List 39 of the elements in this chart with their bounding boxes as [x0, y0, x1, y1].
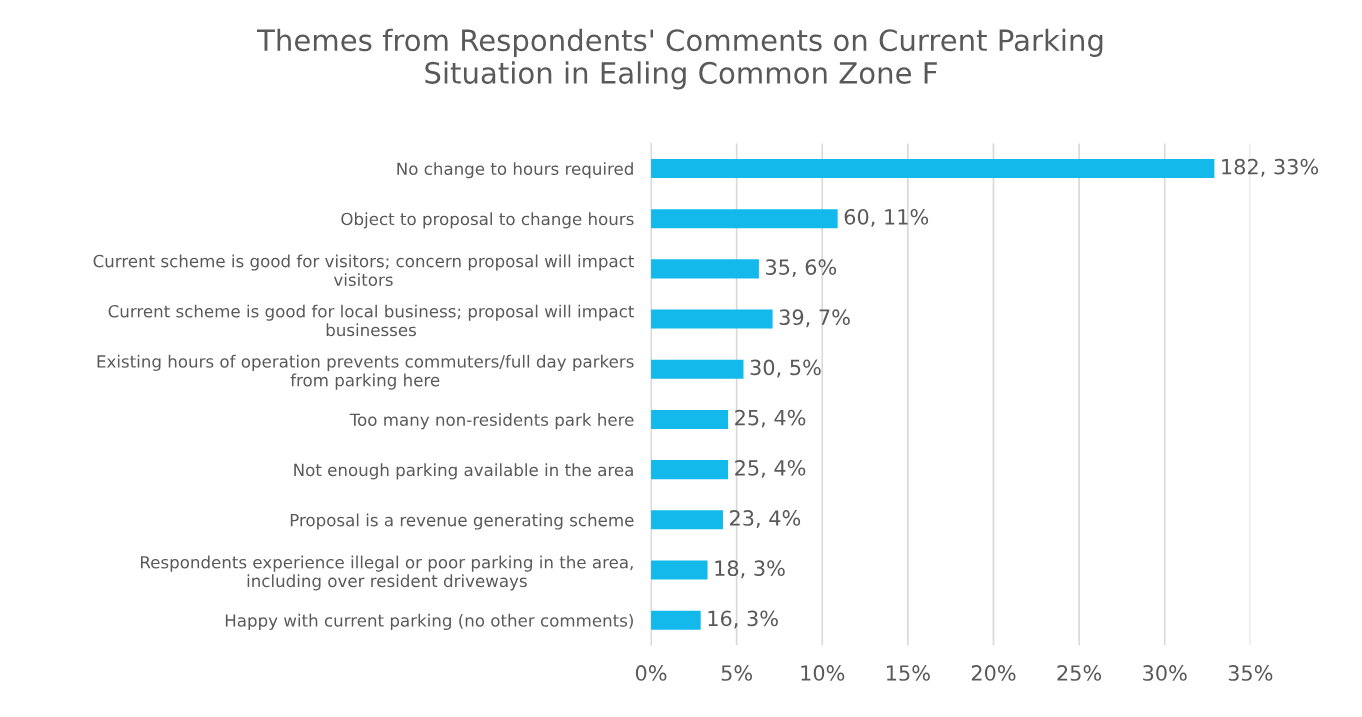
y-tick-label: Existing hours of operation prevents commuters/full day parkers from parking here: [97, 354, 634, 390]
bar: [651, 610, 701, 630]
data-label: 16, 3%: [708, 610, 778, 629]
bar: [651, 560, 708, 580]
y-tick-label: Object to proposal to change hours: [341, 212, 634, 229]
bar: [651, 460, 729, 480]
x-tick-label: 20%: [971, 665, 1016, 681]
y-tick-label: Happy with current parking (no other comments): [225, 613, 633, 630]
y-tick-label: Too many non-residents park here: [349, 413, 634, 430]
x-tick-label: 25%: [1057, 665, 1102, 681]
x-tick-label: 10%: [801, 665, 845, 681]
y-tick-label: Current scheme is good for local business; proposal will impact businesses: [108, 304, 634, 337]
x-tick-label: 15%: [887, 665, 930, 681]
data-label: 23, 4%: [730, 510, 801, 528]
x-tick-label: 0%: [635, 665, 667, 681]
data-label: 25, 4%: [735, 459, 806, 478]
data-label: 30, 5%: [750, 359, 821, 378]
data-label: 18, 3%: [715, 560, 785, 579]
x-tick-label: 30%: [1143, 665, 1187, 681]
y-tick-label: Respondents experience illegal or poor parking in the area, including over resident driveways: [141, 555, 633, 591]
bar: [651, 209, 838, 229]
y-tick-label: Not enough parking available in the area: [294, 463, 633, 480]
x-tick-label: 35%: [1228, 665, 1273, 681]
data-label: 182, 33%: [1222, 158, 1319, 177]
bar: [651, 158, 1215, 179]
y-tick-label: Current scheme is good for visitors; concern proposal will impact visitors: [93, 254, 634, 287]
data-label: 60, 11%: [844, 208, 929, 227]
y-tick-label: Proposal is a revenue generating scheme: [290, 513, 634, 530]
x-tick-label: 5%: [721, 665, 753, 681]
y-tick-label: No change to hours required: [397, 162, 633, 179]
bar: [651, 309, 773, 329]
bar: [651, 510, 723, 530]
bar: [651, 259, 759, 279]
bar: [651, 409, 729, 429]
chart-title: Themes from Respondents' Comments on Current Parking Situation in Ealing Common Zone F: [256, 28, 1103, 90]
data-label: 35, 6%: [766, 259, 837, 278]
data-label: 39, 7%: [779, 309, 850, 328]
bar: [651, 359, 744, 379]
data-label: 25, 4%: [735, 409, 806, 428]
